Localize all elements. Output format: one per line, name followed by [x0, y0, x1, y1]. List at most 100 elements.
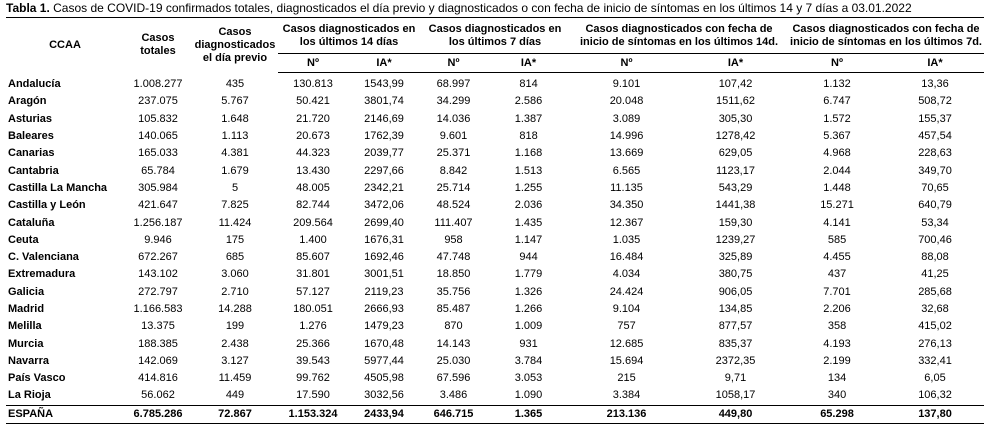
- table-cell: 35.756: [436, 285, 471, 298]
- table-cell: 14.036: [436, 112, 471, 125]
- table-body: Andalucía 1.008.277 435 130.813 1543,99 68.99…: [6, 73, 984, 406]
- table-cell: 1.147: [514, 233, 543, 246]
- ccaa-name-cell: Extremadura: [8, 268, 76, 281]
- table-cell: 870: [444, 320, 463, 333]
- table-cell: 159,30: [718, 216, 753, 229]
- table-cell: 111.407: [434, 216, 473, 229]
- table-cell: 105.832: [138, 112, 178, 125]
- table-cell: 358: [827, 320, 847, 333]
- table-cell: 34.299: [436, 95, 471, 108]
- ccaa-name-cell: Navarra: [8, 354, 49, 367]
- table-cell: 672.267: [138, 251, 178, 264]
- table-cell: 180.051: [293, 303, 333, 315]
- table-cell: 2.199: [823, 354, 851, 367]
- table-cell: 2666,93: [364, 303, 404, 315]
- table-cell: 3032,56: [364, 389, 404, 402]
- table-cell: 237.075: [138, 95, 178, 108]
- table-cell: 41,25: [921, 268, 949, 281]
- table-cell: 4.193: [823, 337, 851, 350]
- table-cell: 1123,17: [716, 164, 755, 177]
- table-cell: 2146,69: [364, 112, 404, 125]
- table-row: C. Valenciana 672.267 685 85.607 1692,46 47.7…: [6, 249, 984, 266]
- table-cell: 67.596: [436, 372, 471, 385]
- table-cell: 958: [444, 233, 463, 246]
- table-cell: 3801,74: [364, 95, 404, 108]
- table-cell: 1.035: [612, 233, 641, 246]
- table-cell: 543,29: [718, 181, 753, 194]
- table-cell: 134,85: [718, 303, 753, 315]
- table-cell: 34.350: [609, 199, 644, 212]
- table-cell: 1762,39: [364, 130, 404, 143]
- table-cell: 9.946: [144, 233, 172, 246]
- table-cell: 276,13: [918, 337, 952, 350]
- table-row: Aragón 237.075 5.767 50.421 3801,74 34.299 2.5…: [6, 93, 984, 110]
- table-cell: 5: [231, 181, 239, 194]
- table-cell: 228,63: [918, 147, 952, 160]
- table-cell: 3.089: [612, 112, 641, 125]
- table-cell: 700,46: [918, 233, 952, 246]
- header-ccaa: CCAA: [6, 17, 124, 73]
- table-cell: 585: [827, 233, 847, 246]
- table-cell: 1.009: [514, 320, 543, 333]
- table-row: País Vasco 414.816 11.459 99.762 4505,98 67.5…: [6, 370, 984, 387]
- table-cell: 39.543: [296, 354, 330, 367]
- table-cell: 14.996: [609, 130, 644, 143]
- table-cell: 7.701: [823, 285, 851, 298]
- ccaa-name-cell: Ceuta: [8, 233, 39, 246]
- table-cell: 14.288: [218, 303, 252, 315]
- table-cell: 134: [827, 372, 847, 385]
- table-cell: 140.065: [138, 130, 178, 143]
- table-cell: 1.387: [514, 112, 543, 125]
- header-diag-14: Casos diagnosticados en los últimos 14 d…: [278, 17, 420, 54]
- table-cell: 18.850: [436, 268, 471, 281]
- table-cell: 814: [519, 78, 538, 91]
- table-cell: 21.720: [296, 112, 330, 125]
- table-cell: 437: [827, 268, 847, 281]
- table-cell: 305,30: [718, 112, 753, 125]
- table-cell: 1.679: [221, 164, 249, 177]
- table-cell: 2.438: [221, 337, 249, 350]
- table-cell: 325,89: [718, 251, 753, 264]
- table-cell: 7.825: [221, 199, 249, 212]
- table-cell: 380,75: [718, 268, 753, 281]
- header-ia: IA*: [683, 53, 789, 73]
- table-cell: 4.141: [823, 216, 851, 229]
- table-cell: 1.648: [221, 112, 249, 125]
- total-cell: 137,80: [886, 404, 985, 424]
- total-cell: 65.298: [788, 404, 887, 424]
- table-cell: 199: [225, 320, 245, 333]
- table-cell: 1239,27: [715, 233, 756, 246]
- total-cell: 1.153.324: [278, 404, 348, 424]
- ccaa-name-cell: Castilla La Mancha: [8, 181, 108, 194]
- table-cell: 82.744: [296, 199, 330, 212]
- table-cell: 685: [225, 251, 245, 264]
- table-cell: 415,02: [918, 320, 952, 333]
- table-cell: 25.030: [436, 354, 471, 367]
- table-cell: 65.784: [141, 164, 175, 177]
- table-caption: Tabla 1. Casos de COVID-19 confirmados t…: [6, 1, 912, 15]
- table-cell: 285,68: [918, 285, 952, 298]
- table-cell: 1.008.277: [133, 77, 183, 90]
- table-cell: 3.053: [514, 372, 543, 385]
- table-cell: 106,32: [918, 389, 952, 402]
- table-cell: 944: [519, 251, 538, 264]
- table-cell: 332,41: [918, 354, 952, 367]
- header-sint-7: Casos diagnosticados con fecha de inicio…: [788, 17, 985, 54]
- table-cell: 175: [225, 233, 245, 246]
- table-row: Cataluña 1.256.187 11.424 209.564 2699,40 111…: [6, 214, 984, 231]
- table-cell: 215: [617, 372, 636, 385]
- table-cell: 1.448: [823, 181, 851, 194]
- covid-cases-table: CCAA Casos totales Casos diagnosticados …: [6, 17, 985, 424]
- table-cell: 25.366: [296, 337, 330, 350]
- table-cell: 4.455: [823, 251, 851, 264]
- header-casos-totales: Casos totales: [124, 17, 192, 73]
- table-row: La Rioja 56.062 449 17.590 3032,56 3.486 1.090…: [6, 387, 984, 405]
- table-cell: 1.513: [514, 164, 543, 177]
- table-cell: 53,34: [921, 216, 949, 229]
- table-cell: 1.276: [299, 320, 327, 333]
- header-n: Nº: [278, 53, 348, 73]
- table-cell: 1.132: [823, 78, 851, 91]
- table-cell: 3.384: [612, 389, 641, 402]
- total-cell: 2433,94: [348, 404, 420, 424]
- total-cell: 213.136: [570, 404, 684, 424]
